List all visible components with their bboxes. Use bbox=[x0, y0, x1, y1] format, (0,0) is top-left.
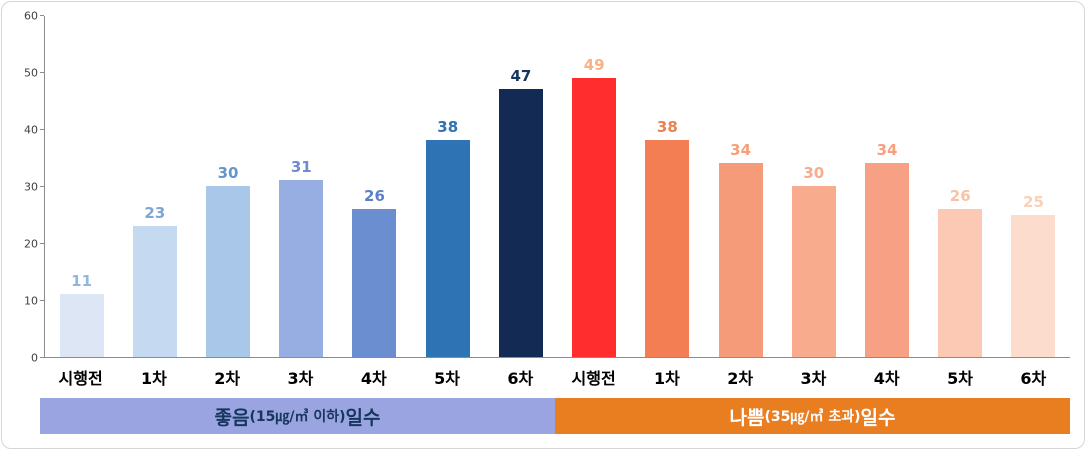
bar-slot: 31 bbox=[265, 16, 338, 357]
bar bbox=[59, 294, 104, 357]
y-tick-label: 20 bbox=[24, 237, 38, 251]
y-tick-mark bbox=[40, 357, 44, 358]
y-tick-label: 10 bbox=[24, 294, 38, 308]
bar-slot: 30 bbox=[191, 16, 264, 357]
bar-value-label: 34 bbox=[730, 141, 752, 160]
bar-slot: 47 bbox=[484, 16, 557, 357]
bar-value-label: 38 bbox=[437, 118, 459, 137]
bar bbox=[865, 163, 910, 357]
bar-slot: 30 bbox=[777, 16, 850, 357]
x-axis-label: 3차 bbox=[287, 369, 314, 388]
bar-value-label: 38 bbox=[656, 118, 678, 137]
bar bbox=[279, 180, 324, 357]
y-tick-label: 30 bbox=[24, 180, 38, 194]
bar-slot: 38 bbox=[411, 16, 484, 357]
bar bbox=[132, 225, 177, 357]
x-axis-label: 2차 bbox=[727, 369, 754, 388]
x-axis-label: 4차 bbox=[360, 369, 387, 388]
bar-value-label: 31 bbox=[290, 158, 312, 177]
y-tick-mark bbox=[40, 15, 44, 16]
bar-value-label: 30 bbox=[803, 164, 825, 182]
bar bbox=[791, 186, 836, 357]
bar bbox=[498, 89, 543, 357]
legend-good-detail: (15㎍/㎥ 이하) bbox=[249, 409, 346, 425]
bar bbox=[1011, 214, 1056, 357]
x-axis-label: 4차 bbox=[873, 369, 900, 388]
bar-value-label: 11 bbox=[71, 272, 93, 291]
x-axis-label: 6차 bbox=[507, 369, 534, 388]
bar bbox=[572, 77, 617, 357]
bar-slot: 38 bbox=[631, 16, 704, 357]
y-tick-mark bbox=[40, 72, 44, 73]
bar-value-label: 34 bbox=[876, 141, 898, 160]
y-tick-label: 50 bbox=[24, 66, 38, 80]
y-tick-label: 0 bbox=[31, 351, 38, 365]
bar bbox=[425, 140, 470, 357]
legend-bad-detail: (35㎍/㎥ 초과) bbox=[764, 409, 861, 425]
bar bbox=[645, 140, 690, 357]
y-tick-mark bbox=[40, 186, 44, 187]
bar-value-label: 47 bbox=[510, 67, 532, 86]
x-axis-label: 3차 bbox=[800, 369, 827, 388]
bar-slot: 34 bbox=[850, 16, 923, 357]
bar bbox=[352, 208, 397, 357]
x-axis-label: 2차 bbox=[214, 369, 241, 388]
x-labels: 시행전 1차 2차 3차 4차 5차 6차 시행전 1차 2차 3차 4차 5차 6차 bbox=[44, 360, 1070, 394]
bar-slot: 25 bbox=[997, 16, 1070, 357]
bar bbox=[206, 186, 251, 357]
y-tick-mark bbox=[40, 300, 44, 301]
bar-slot: 23 bbox=[118, 16, 191, 357]
bar bbox=[938, 208, 983, 357]
x-axis-label: 시행전 bbox=[58, 369, 103, 388]
bar-value-label: 25 bbox=[1023, 192, 1044, 211]
x-axis-label: 시행전 bbox=[571, 369, 616, 388]
bar-value-label: 49 bbox=[583, 55, 605, 74]
bar-value-label: 30 bbox=[217, 164, 239, 182]
x-axis-label: 6차 bbox=[1020, 369, 1047, 388]
y-axis: 0 10 20 30 40 50 60 bbox=[10, 11, 44, 364]
bar-slot: 11 bbox=[45, 16, 118, 357]
y-tick-mark bbox=[40, 129, 44, 130]
bar bbox=[718, 163, 763, 357]
x-axis-label: 5차 bbox=[947, 369, 973, 388]
legend-bad-suffix: 일수 bbox=[860, 406, 896, 429]
bar-value-label: 26 bbox=[364, 186, 385, 205]
x-axis-label: 1차 bbox=[140, 369, 167, 388]
legend-good-suffix: 일수 bbox=[345, 406, 381, 429]
bar-slot: 49 bbox=[558, 16, 631, 357]
plot-area: 11 23 30 31 26 38 47 49 38 34 30 34 26 25 bbox=[44, 16, 1070, 358]
legend-bad-prefix: 나쁨 bbox=[729, 406, 765, 429]
bar-slot: 26 bbox=[924, 16, 997, 357]
y-tick-label: 60 bbox=[24, 9, 38, 23]
legend-band-bad: 나쁨 (35㎍/㎥ 초과) 일수 bbox=[555, 398, 1070, 434]
bar-slot: 26 bbox=[338, 16, 411, 357]
y-tick-mark bbox=[40, 243, 44, 244]
legend: 좋음 (15㎍/㎥ 이하) 일수 나쁨 (35㎍/㎥ 초과) 일수 bbox=[40, 398, 1070, 434]
bar-value-label: 26 bbox=[949, 186, 971, 205]
bar-slot: 34 bbox=[704, 16, 777, 357]
x-axis-label: 1차 bbox=[653, 369, 680, 388]
legend-band-good: 좋음 (15㎍/㎥ 이하) 일수 bbox=[40, 398, 555, 434]
x-axis-label: 5차 bbox=[434, 369, 460, 388]
y-tick-label: 40 bbox=[24, 123, 38, 137]
bar-value-label: 23 bbox=[144, 203, 166, 222]
legend-good-prefix: 좋음 bbox=[214, 406, 250, 429]
